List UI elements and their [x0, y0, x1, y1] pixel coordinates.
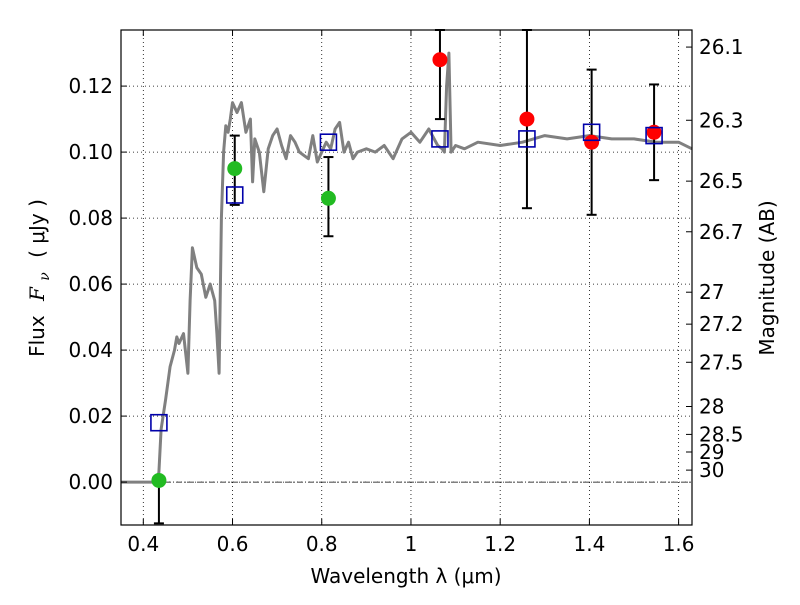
- mag-tick-label: 26.3: [699, 108, 744, 132]
- y-tick-label: 0.12: [68, 74, 113, 98]
- x-axis-label: Wavelength λ (μm): [310, 564, 501, 588]
- mag-tick-label: 29: [699, 440, 724, 464]
- y-axis-label-left: Flux F ν ( μJy ): [25, 199, 54, 357]
- y-tick-label: 0.06: [68, 272, 113, 296]
- square-marker: [319, 133, 338, 151]
- mag-tick-label: 26.1: [699, 35, 744, 59]
- square-marker: [518, 130, 536, 148]
- x-tick-label: 1: [405, 532, 418, 556]
- circle-marker: [320, 190, 336, 206]
- square-marker: [582, 123, 601, 142]
- plot-frame: [120, 29, 693, 526]
- circle-marker: [519, 111, 535, 127]
- x-tick-label: 1.2: [484, 532, 516, 556]
- mag-tick-label: 28.5: [699, 422, 744, 446]
- x-tick-label: 0.6: [217, 532, 249, 556]
- square-marker: [431, 130, 449, 148]
- square-marker: [645, 126, 663, 145]
- circle-marker: [646, 124, 662, 140]
- square-marker: [150, 413, 168, 432]
- mag-tick-label: 26.7: [699, 220, 744, 244]
- circle-marker: [151, 472, 167, 488]
- square-marker: [225, 186, 244, 204]
- x-tick-label: 0.8: [306, 532, 338, 556]
- mag-tick-label: 28: [699, 395, 724, 419]
- circle-marker: [584, 134, 600, 150]
- circle-marker: [432, 52, 448, 68]
- y-tick-label: 0.10: [68, 140, 113, 164]
- sed-model-curve: [121, 51, 693, 484]
- y-tick-label: 0.08: [68, 206, 113, 230]
- y-axis-label-right: Magnitude (AB): [755, 200, 779, 355]
- mag-tick-label: 26.5: [699, 169, 744, 193]
- y-tick-label: 0.00: [68, 470, 113, 494]
- x-tick-label: 1.6: [663, 532, 695, 556]
- mag-tick-label: 27.2: [699, 312, 744, 336]
- y-tick-label: 0.02: [68, 404, 113, 428]
- mag-tick-label: 27: [699, 280, 724, 304]
- x-tick-label: 1.4: [573, 532, 605, 556]
- circle-marker: [227, 161, 243, 177]
- mag-tick-label: 30: [699, 458, 724, 482]
- mag-tick-label: 27.5: [699, 350, 744, 374]
- x-tick-label: 0.4: [127, 532, 159, 556]
- y-tick-label: 0.04: [68, 338, 113, 362]
